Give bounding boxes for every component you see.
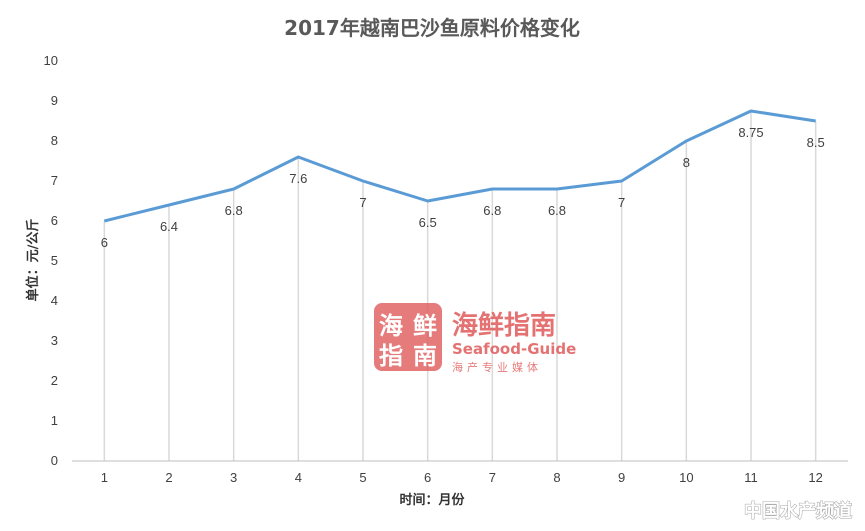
watermark-logo-char: 海 [379, 312, 403, 340]
data-label: 8 [683, 155, 690, 170]
corner-watermark: 中国水产频道 [744, 500, 852, 522]
data-label: 8.5 [807, 135, 825, 150]
x-tick-label: 8 [553, 470, 560, 485]
x-tick-label: 9 [618, 470, 625, 485]
drop-lines [103, 111, 817, 461]
x-axis-title: 时间：月份 [399, 492, 465, 508]
chart-title: 2017年越南巴沙鱼原料价格变化 [284, 16, 580, 40]
x-tick-label: 12 [808, 470, 822, 485]
x-tick-label: 3 [230, 470, 237, 485]
price-series-line [103, 109, 816, 223]
watermark-name-en: Seafood-Guide [452, 340, 576, 358]
data-label: 6.8 [548, 203, 566, 218]
y-tick-label: 7 [51, 173, 58, 188]
data-label: 6.5 [419, 215, 437, 230]
y-axis-title: 单位：元/公斤 [25, 219, 41, 302]
y-tick-label: 5 [51, 253, 58, 268]
x-axis-ticks: 1 2 3 4 5 6 7 8 9 10 11 12 [101, 470, 823, 485]
watermark-logo-box [374, 303, 442, 371]
x-tick-label: 11 [744, 470, 758, 485]
data-label: 6.4 [160, 219, 178, 234]
data-label: 7 [618, 195, 625, 210]
data-label: 7 [359, 195, 366, 210]
seafood-guide-watermark: 海 鲜 指 南 海鲜指南 Seafood-Guide 海产专业媒体 [374, 303, 576, 374]
x-tick-label: 10 [679, 470, 693, 485]
y-tick-label: 0 [51, 453, 58, 468]
data-label: 6.8 [483, 203, 501, 218]
watermark-logo-char: 指 [379, 342, 403, 370]
y-tick-label: 10 [44, 53, 58, 68]
x-tick-label: 1 [101, 470, 108, 485]
data-label: 7.6 [289, 171, 307, 186]
y-tick-label: 2 [51, 373, 58, 388]
x-tick-label: 6 [424, 470, 431, 485]
x-tick-label: 4 [295, 470, 302, 485]
data-label: 6 [101, 235, 108, 250]
data-label: 6.8 [225, 203, 243, 218]
x-tick-label: 7 [489, 470, 496, 485]
watermark-logo-char: 南 [413, 342, 437, 370]
x-tick-label: 2 [165, 470, 172, 485]
y-tick-label: 4 [51, 293, 58, 308]
y-tick-label: 1 [51, 413, 58, 428]
y-tick-label: 6 [51, 213, 58, 228]
watermark-name: 海鲜指南 [452, 311, 556, 341]
watermark-logo-char: 鲜 [413, 312, 437, 340]
x-tick-label: 5 [359, 470, 366, 485]
y-tick-label: 8 [51, 133, 58, 148]
y-tick-label: 9 [51, 93, 58, 108]
data-labels: 6 6.4 6.8 7.6 7 6.5 6.8 6.8 7 8 8.75 8.5 [101, 125, 825, 250]
y-tick-label: 3 [51, 333, 58, 348]
y-axis-ticks: 0 1 2 3 4 5 6 7 8 9 10 [44, 53, 58, 468]
data-label: 8.75 [738, 125, 763, 140]
watermark-tagline: 海产专业媒体 [452, 360, 542, 374]
